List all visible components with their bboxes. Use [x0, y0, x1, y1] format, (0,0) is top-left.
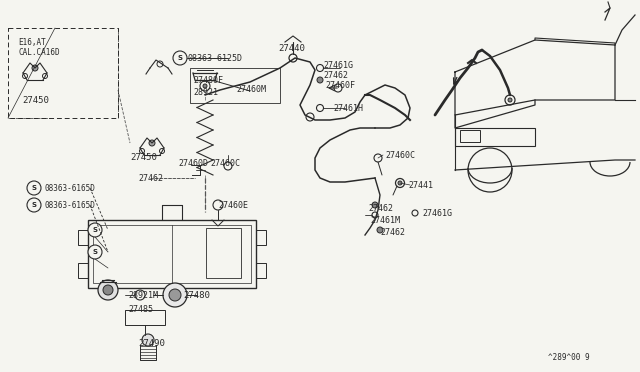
Text: 27461G: 27461G: [422, 208, 452, 218]
Circle shape: [412, 210, 418, 216]
Text: 27461M: 27461M: [370, 215, 400, 224]
Circle shape: [103, 285, 113, 295]
Circle shape: [88, 223, 102, 237]
Text: 27450: 27450: [130, 153, 157, 161]
Bar: [78, 263, 88, 278]
Circle shape: [200, 81, 210, 91]
Text: E16,AT: E16,AT: [18, 38, 45, 46]
Text: S: S: [177, 55, 182, 61]
Text: 08363-6165D: 08363-6165D: [44, 201, 95, 209]
Circle shape: [149, 140, 155, 146]
Text: 27460C: 27460C: [385, 151, 415, 160]
Bar: [93, 225, 251, 283]
Bar: [206, 228, 241, 278]
Circle shape: [289, 54, 297, 62]
Circle shape: [142, 334, 154, 346]
Text: 27460F: 27460F: [325, 80, 355, 90]
Circle shape: [508, 98, 512, 102]
Text: 27462: 27462: [380, 228, 405, 237]
Bar: [125, 310, 165, 325]
Text: S: S: [93, 249, 97, 255]
Bar: [190, 68, 280, 103]
Text: 27462: 27462: [323, 71, 348, 80]
Text: 27461G: 27461G: [323, 61, 353, 70]
Circle shape: [377, 227, 383, 233]
Text: 27441: 27441: [408, 180, 433, 189]
Circle shape: [173, 51, 187, 65]
Circle shape: [372, 202, 378, 208]
Text: 27485: 27485: [128, 305, 153, 314]
Bar: [88, 220, 256, 288]
Text: 08363-6125D: 08363-6125D: [188, 54, 243, 62]
Circle shape: [98, 280, 118, 300]
Text: 28921: 28921: [193, 87, 218, 96]
Text: 27460D: 27460D: [178, 158, 208, 167]
Text: 27461H: 27461H: [333, 103, 363, 112]
Bar: [460, 130, 480, 142]
Circle shape: [169, 289, 181, 301]
Text: 27450: 27450: [22, 96, 49, 105]
Text: 28921M: 28921M: [128, 292, 158, 301]
Circle shape: [203, 84, 207, 88]
Circle shape: [163, 283, 187, 307]
Circle shape: [396, 179, 404, 187]
Text: 27460C: 27460C: [210, 158, 240, 167]
Text: 27460E: 27460E: [218, 201, 248, 209]
Circle shape: [317, 77, 323, 83]
Text: 27480: 27480: [183, 292, 210, 301]
Text: 27440: 27440: [278, 44, 305, 52]
Text: S: S: [93, 227, 97, 233]
Circle shape: [505, 95, 515, 105]
Text: 08363-6165D: 08363-6165D: [44, 183, 95, 192]
Bar: [455, 128, 535, 146]
Bar: [256, 263, 266, 278]
Text: 27462: 27462: [368, 203, 393, 212]
Text: ^289^00 9: ^289^00 9: [548, 353, 589, 362]
Text: 27462: 27462: [138, 173, 163, 183]
Circle shape: [398, 181, 402, 185]
Text: S: S: [31, 185, 36, 191]
Text: 27480F: 27480F: [193, 76, 223, 84]
Circle shape: [27, 181, 41, 195]
Bar: [78, 230, 88, 245]
Circle shape: [88, 245, 102, 259]
Circle shape: [27, 198, 41, 212]
Text: CAL.CA16D: CAL.CA16D: [18, 48, 60, 57]
Bar: [256, 230, 266, 245]
Text: 27490: 27490: [138, 339, 165, 347]
Circle shape: [32, 65, 38, 71]
Text: S: S: [31, 202, 36, 208]
Text: 27460M: 27460M: [236, 84, 266, 93]
